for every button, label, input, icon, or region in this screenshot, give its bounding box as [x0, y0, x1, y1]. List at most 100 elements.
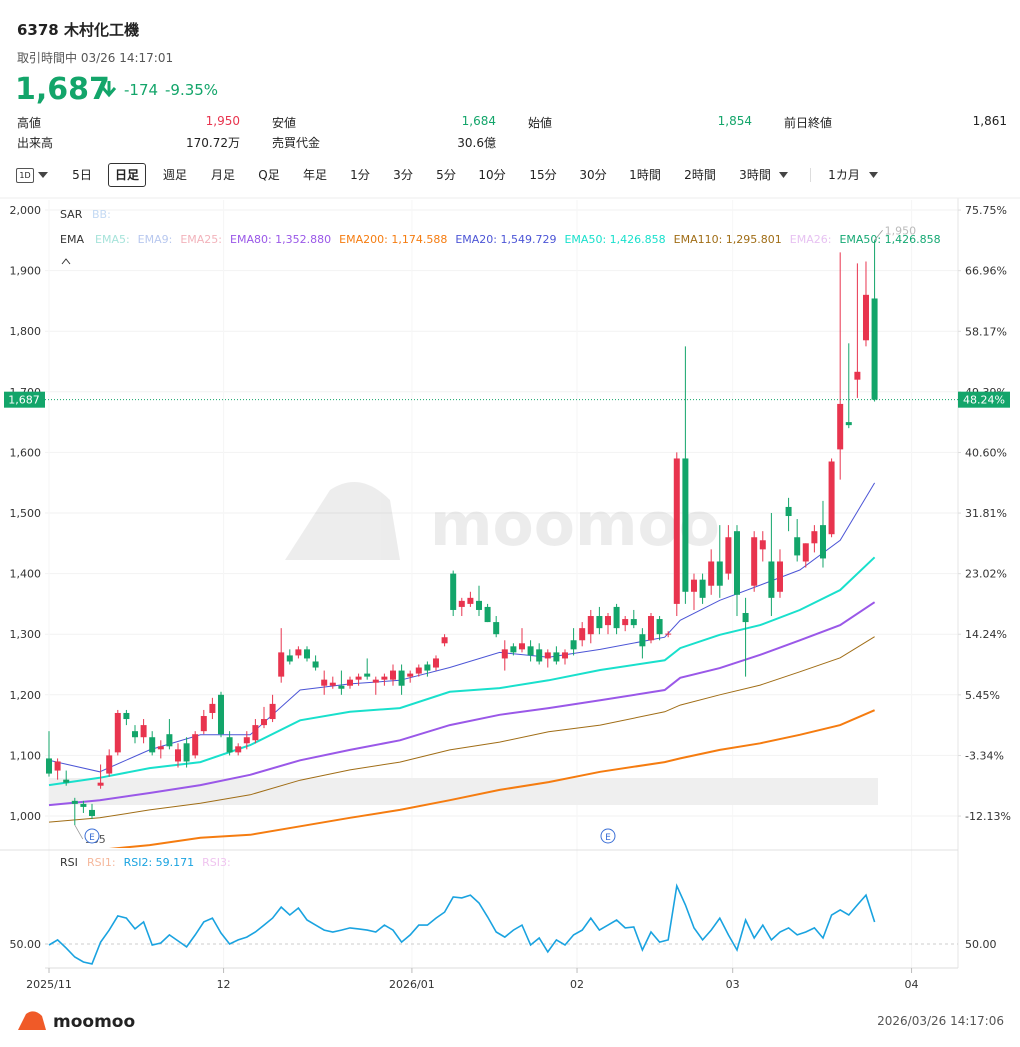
dropdown-caret[interactable]	[869, 172, 878, 178]
candle-body	[553, 652, 560, 662]
candle-body	[45, 758, 52, 774]
candle-body	[536, 649, 543, 662]
candle-body	[467, 597, 474, 604]
candle-body	[871, 298, 878, 400]
ema-lines	[48, 482, 876, 848]
y-tick-label: 1,600	[10, 446, 42, 459]
candle-body	[329, 682, 336, 686]
dropdown-caret[interactable]	[38, 172, 48, 178]
candle-body	[88, 809, 95, 817]
candle-body	[235, 746, 242, 753]
toolbar-item[interactable]: 3時間	[739, 168, 771, 182]
toolbar-item[interactable]: 1分	[350, 168, 370, 182]
y2-tick-label: -12.13%	[965, 810, 1011, 823]
candle-body	[862, 294, 869, 341]
y2-tick-label: 31.81%	[965, 507, 1007, 520]
x-tick-label: 02	[570, 978, 584, 991]
collapse-icon[interactable]	[61, 258, 71, 265]
market-status: 取引時間中 03/26 14:17:01	[17, 51, 174, 65]
candle-body	[372, 679, 379, 683]
candle-body	[432, 658, 439, 668]
candle-body	[192, 734, 199, 756]
y-tick-label: 1,300	[10, 628, 42, 641]
toolbar-item[interactable]: 10分	[478, 168, 506, 182]
toolbar-item-selected[interactable]: 日足	[107, 163, 147, 187]
candle-body	[312, 661, 319, 668]
candle-body	[381, 676, 388, 680]
candle-body	[639, 634, 646, 647]
interval-icon[interactable]: 1D	[16, 168, 34, 183]
candle-body	[802, 543, 809, 562]
candle-body	[794, 537, 801, 556]
candle-body	[123, 712, 130, 720]
watermark: moomoo	[285, 482, 720, 560]
candle-body	[114, 712, 121, 753]
candle-body	[751, 537, 758, 586]
candle-body	[389, 670, 396, 680]
candle-body	[613, 606, 620, 629]
stock-title: 6378 木村化工機	[17, 21, 139, 39]
candle-body	[527, 646, 534, 656]
ema-line	[109, 709, 875, 848]
toolbar-item[interactable]: 15分	[529, 168, 557, 182]
toolbar-item[interactable]: 週足	[162, 168, 188, 182]
down-arrow	[101, 81, 117, 98]
rsi-line	[48, 883, 876, 965]
candle-body	[217, 694, 224, 735]
candle-body	[63, 779, 70, 783]
price-pct-box	[958, 391, 1010, 408]
toolbar-item[interactable]: 年足	[302, 168, 328, 182]
toolbar-item[interactable]: 1カ月	[828, 168, 860, 182]
candle-body	[501, 649, 508, 659]
event-marker	[84, 828, 100, 844]
toolbar-item[interactable]: 2時間	[684, 168, 716, 182]
candle-body	[759, 540, 766, 550]
ema-legend-item: EMA50: 1,426.858	[564, 233, 665, 246]
candle-body	[303, 649, 310, 659]
toolbar-item[interactable]: 30分	[579, 168, 607, 182]
ema-legend-item: EMA200: 1,174.588	[339, 233, 447, 246]
candle-body	[656, 619, 663, 635]
candle-body	[510, 646, 517, 653]
event-label: E	[89, 833, 95, 843]
price-change: -174	[124, 81, 159, 99]
y2-tick-label: 58.17%	[965, 325, 1007, 338]
toolbar-item[interactable]: 5日	[72, 168, 92, 182]
y-tick-label: 1,400	[10, 568, 42, 581]
toolbar-item[interactable]: 5分	[436, 168, 456, 182]
candle-body	[458, 600, 465, 607]
event-label: E	[605, 833, 611, 843]
ema-legend-item: EMA5:	[95, 233, 130, 246]
toolbar-item[interactable]: 3分	[393, 168, 413, 182]
candle-body	[398, 670, 405, 686]
stat-value: 1,861	[972, 114, 1007, 128]
price-change-pct: -9.35%	[165, 81, 219, 99]
ema-line	[48, 482, 876, 773]
candle-body	[819, 525, 826, 559]
candle-body	[174, 749, 181, 762]
toolbar-item[interactable]: 月足	[210, 168, 236, 182]
toolbar-item[interactable]: Q足	[258, 168, 280, 182]
candle-body	[355, 676, 362, 680]
price-label: 1,687	[8, 394, 40, 407]
ema-title: EMA	[60, 233, 84, 246]
ema-line	[48, 636, 875, 823]
footer-logo-icon	[18, 1011, 46, 1030]
y2-tick-label: 40.60%	[965, 446, 1007, 459]
x-tick-label: 04	[905, 978, 919, 991]
candle-body	[716, 561, 723, 586]
stat-label: 売買代金	[272, 136, 321, 150]
y2-tick-label: 14.24%	[965, 628, 1007, 641]
candle-body	[295, 649, 302, 656]
ema-legend-item: EMA20: 1,549.729	[455, 233, 556, 246]
toolbar-item[interactable]: 1時間	[629, 168, 661, 182]
x-tick-label: 12	[217, 978, 231, 991]
stat-label: 出来高	[17, 136, 54, 150]
candle-body	[596, 616, 603, 629]
candle-body	[424, 664, 431, 671]
candle-body	[828, 461, 835, 535]
candle-body	[166, 734, 173, 747]
dropdown-caret[interactable]	[779, 172, 788, 178]
